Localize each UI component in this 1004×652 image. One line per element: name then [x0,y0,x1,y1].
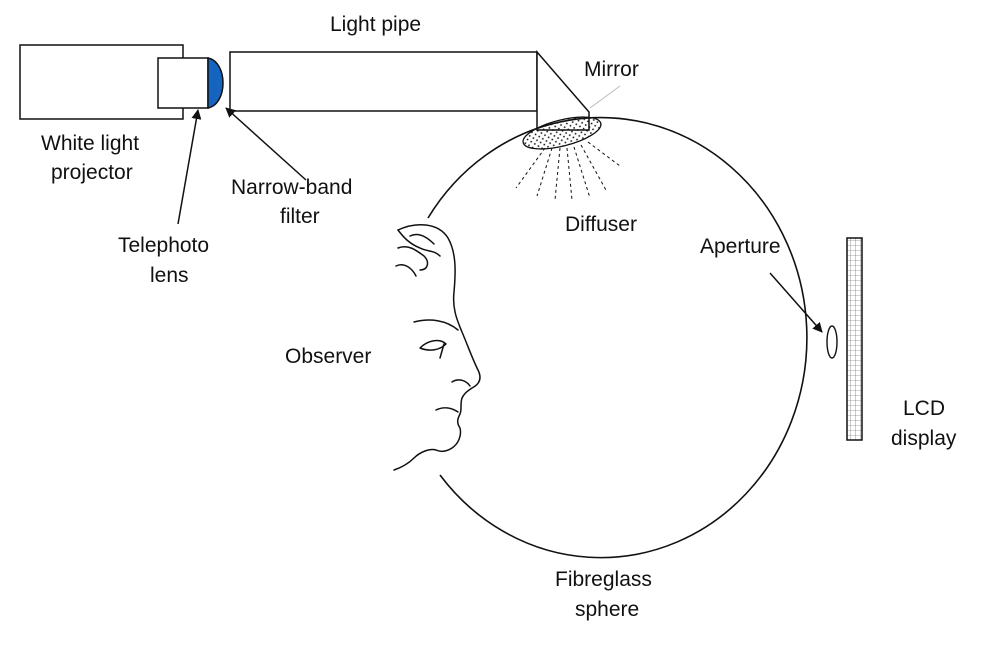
aperture-label: Aperture [700,235,781,258]
observer-label: Observer [285,345,371,368]
lcd-display-label-line2: display [891,427,957,450]
diffuser-label: Diffuser [565,213,637,236]
projector-label-line1: White light [41,132,139,155]
fibreglass-sphere [427,116,808,559]
lcd-display-label-line1: LCD [903,397,945,420]
fibreglass-sphere-label-line2: sphere [575,598,639,621]
mirror-label: Mirror [584,58,639,81]
lcd-display [846,237,863,441]
mirror-pointer [589,85,621,109]
telephoto-lens-arrow [177,109,202,225]
telephoto-lens-label-line2: lens [150,264,189,287]
observer-face [393,224,481,471]
projector-label-line2: projector [51,161,133,184]
narrow-band-filter-arrow [225,107,307,181]
fibreglass-sphere-label-line1: Fibreglass [555,568,652,591]
light-pipe-label: Light pipe [330,13,421,36]
narrow-band-filter [207,57,224,109]
telephoto-lens-label-line1: Telephoto [118,234,209,257]
light-pipe [229,51,538,112]
diffuser-rays [515,141,621,201]
aperture [826,325,838,359]
projector-body [19,44,184,120]
narrow-band-filter-label-line1: Narrow-band [231,176,352,199]
narrow-band-filter-label-line2: filter [280,205,320,228]
diffuser [522,116,602,150]
telephoto-lens [157,57,209,109]
aperture-arrow [769,272,823,333]
